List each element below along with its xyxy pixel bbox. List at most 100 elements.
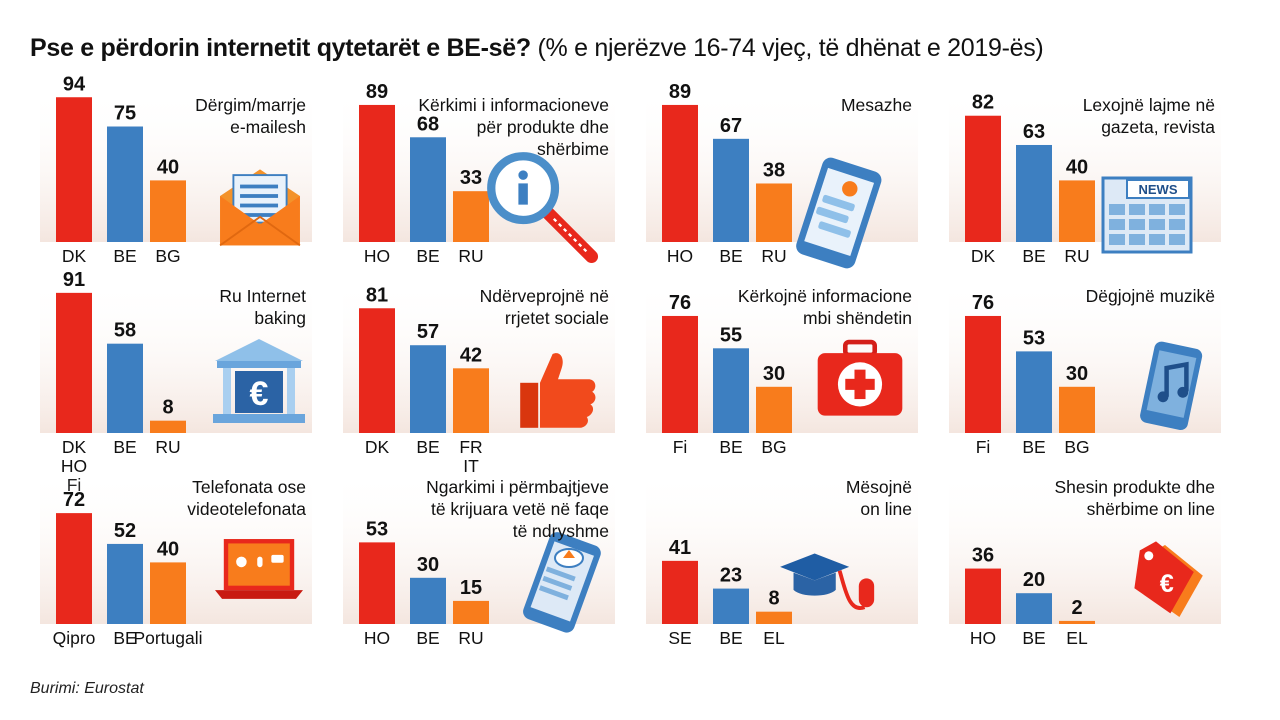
panel-title: Mësojnë on line bbox=[845, 477, 912, 519]
price-tag-euro-icon: € bbox=[1134, 541, 1203, 617]
panel-title: Lexojnë lajme në gazeta, revista bbox=[1082, 95, 1215, 137]
bar bbox=[107, 126, 143, 242]
value-label: 40 bbox=[1066, 156, 1088, 178]
newspaper-icon: NEWS bbox=[1101, 176, 1193, 254]
category-label: HO bbox=[364, 246, 390, 266]
value-label: 52 bbox=[114, 520, 136, 542]
chart-grid: 94 DK 75 BE 40 BG Dërgim/marrje e-mailesh 89 HO 6… bbox=[40, 73, 1221, 660]
bar bbox=[965, 568, 1001, 624]
source-note: Burimi: Eurostat bbox=[30, 680, 144, 697]
bar bbox=[56, 97, 92, 243]
category-label: BE bbox=[113, 246, 136, 266]
chart-heading: Pse e përdorin internetit qytetarët e BE… bbox=[30, 34, 1044, 63]
chart-panel: 36 HO 20 BE 2 EL € Shesin produkte dhe shërbime… bbox=[949, 470, 1221, 660]
category-label: EL bbox=[763, 628, 785, 648]
bar bbox=[453, 191, 489, 242]
bar-chart: 82 DK 63 BE 40 RU bbox=[949, 88, 1221, 266]
chart-panel: 89 HO 67 BE 38 RU Mesazhe bbox=[646, 81, 918, 278]
value-label: 30 bbox=[763, 363, 785, 385]
value-label: 53 bbox=[366, 518, 388, 540]
page-title: Pse e përdorin internetit qytetarët e BE… bbox=[30, 34, 531, 62]
panel-title: Ngarkimi i përmbajtjeve të krijuara vetë… bbox=[426, 477, 609, 541]
value-label: 58 bbox=[114, 320, 136, 342]
bar bbox=[410, 137, 446, 242]
bar bbox=[1059, 180, 1095, 242]
value-label: 91 bbox=[63, 269, 85, 291]
value-label: 40 bbox=[157, 538, 179, 560]
value-label: 30 bbox=[1066, 363, 1088, 385]
value-label: 38 bbox=[763, 159, 785, 181]
panel-title: Ru Internet baking bbox=[219, 286, 306, 328]
category-label: BE bbox=[719, 628, 742, 648]
value-label: 68 bbox=[417, 113, 439, 135]
category-label: BG bbox=[155, 246, 180, 266]
chart-panel: 82 DK 63 BE 40 RU NEWS Lexojnë lajme në gazeta,… bbox=[949, 88, 1221, 278]
chart-panel: 41 SE 23 BE 8 EL Mësojnë on line bbox=[646, 470, 918, 660]
value-label: 23 bbox=[720, 565, 742, 587]
chart-panel: 89 HO 68 BE 33 RU Kërkimi i informacioneve për… bbox=[343, 81, 615, 278]
panel-title: Dërgim/marrje e-mailesh bbox=[195, 95, 306, 137]
category-label: BE bbox=[1022, 628, 1045, 648]
category-label: BE bbox=[416, 628, 439, 648]
value-label: 2 bbox=[1071, 597, 1082, 619]
first-aid-kit-icon bbox=[817, 339, 903, 416]
bar-chart: 89 HO 68 BE 33 RU bbox=[343, 81, 615, 266]
category-label: HO bbox=[970, 628, 996, 648]
music-phone-icon bbox=[1140, 341, 1203, 431]
value-label: 67 bbox=[720, 115, 742, 137]
category-label: BE bbox=[113, 628, 136, 648]
bar bbox=[1059, 620, 1095, 624]
bar bbox=[756, 183, 792, 242]
category-label: EL bbox=[1066, 628, 1088, 648]
chart-panel: 76 Fi 55 BE 30 BG Kërkojnë informacione mbi sh… bbox=[646, 279, 918, 469]
bar bbox=[56, 513, 92, 624]
value-label: 81 bbox=[366, 284, 388, 306]
category-label: RU bbox=[1064, 246, 1089, 266]
value-label: 40 bbox=[157, 156, 179, 178]
bar bbox=[1059, 386, 1095, 433]
value-label: 53 bbox=[1023, 327, 1045, 349]
value-label: 20 bbox=[1023, 569, 1045, 591]
value-label: 89 bbox=[669, 81, 691, 103]
category-label: RU bbox=[458, 246, 483, 266]
bar bbox=[56, 292, 92, 433]
category-label: RU bbox=[458, 628, 483, 648]
bar bbox=[965, 315, 1001, 433]
category-label: BE bbox=[719, 437, 742, 457]
value-label: 8 bbox=[768, 588, 779, 610]
bar bbox=[1016, 593, 1052, 624]
value-label: 72 bbox=[63, 489, 85, 511]
bar bbox=[150, 420, 186, 433]
value-label: 63 bbox=[1023, 121, 1045, 143]
category-label: SE bbox=[668, 628, 691, 648]
category-label: Qipro bbox=[53, 628, 96, 648]
page-subtitle: (% e njerëzve 16-74 vjeç, të dhënat e 20… bbox=[537, 34, 1044, 62]
value-label: 75 bbox=[114, 103, 136, 125]
value-label: 30 bbox=[417, 554, 439, 576]
bar bbox=[965, 115, 1001, 242]
bar bbox=[107, 543, 143, 624]
bar bbox=[453, 600, 489, 624]
value-label: 42 bbox=[460, 344, 482, 366]
panel-title: Kërkimi i informacioneve për produkte dh… bbox=[418, 95, 609, 159]
chart-panel: 81 DK 57 BE 42 FR IT Ndërveprojnë në rrjetet so… bbox=[343, 279, 615, 476]
value-label: 8 bbox=[162, 397, 173, 419]
category-label: BE bbox=[416, 437, 439, 457]
category-label: DK bbox=[62, 246, 87, 266]
chart-panel: 94 DK 75 BE 40 BG Dërgim/marrje e-mailesh bbox=[40, 73, 312, 278]
value-label: 76 bbox=[972, 292, 994, 314]
category-label: RU bbox=[761, 246, 786, 266]
category-label: HO bbox=[667, 246, 693, 266]
info-magnifier-icon bbox=[487, 152, 599, 264]
category-label: BE bbox=[719, 246, 742, 266]
bar bbox=[713, 588, 749, 624]
category-label: Fi bbox=[976, 437, 991, 457]
smartphone-chat-icon bbox=[796, 157, 882, 269]
category-label: BE bbox=[1022, 437, 1045, 457]
category-label: HO bbox=[364, 628, 390, 648]
icon-text: NEWS bbox=[1139, 182, 1178, 197]
value-label: 55 bbox=[720, 324, 742, 346]
bar bbox=[1016, 144, 1052, 242]
chart-panel: 91DKHOFi58BE8RU€Ru Internet baking bbox=[40, 269, 312, 495]
value-label: 36 bbox=[972, 545, 994, 567]
